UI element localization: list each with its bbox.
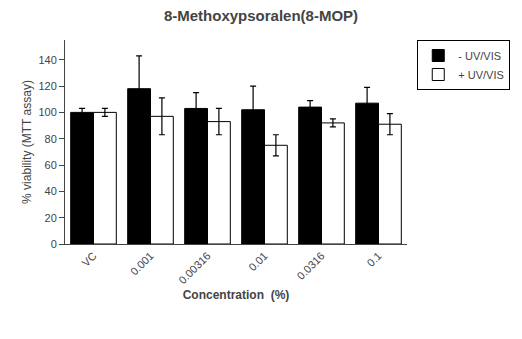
svg-text:Concentration (%): Concentration (%): [183, 288, 290, 302]
svg-text:0: 0: [51, 238, 57, 250]
svg-text:- UV/VIS: - UV/VIS: [458, 50, 501, 62]
svg-text:40: 40: [45, 185, 57, 197]
svg-text:8-Methoxypsoralen(8-MOP): 8-Methoxypsoralen(8-MOP): [164, 7, 358, 24]
svg-text:0.00316: 0.00316: [176, 250, 213, 287]
svg-text:% viability (MTT assay): % viability (MTT assay): [20, 80, 34, 204]
svg-text:100: 100: [38, 106, 56, 118]
svg-text:0.0316: 0.0316: [295, 250, 327, 282]
svg-text:0.01: 0.01: [246, 250, 270, 274]
svg-text:120: 120: [38, 80, 56, 92]
svg-text:60: 60: [45, 159, 57, 171]
svg-text:0.1: 0.1: [365, 250, 384, 269]
svg-text:0.001: 0.001: [128, 250, 156, 278]
svg-text:140: 140: [38, 54, 56, 66]
svg-text:80: 80: [45, 133, 57, 145]
svg-text:20: 20: [45, 212, 57, 224]
svg-text:+ UV/VIS: + UV/VIS: [458, 69, 504, 81]
svg-text:VC: VC: [80, 249, 99, 268]
